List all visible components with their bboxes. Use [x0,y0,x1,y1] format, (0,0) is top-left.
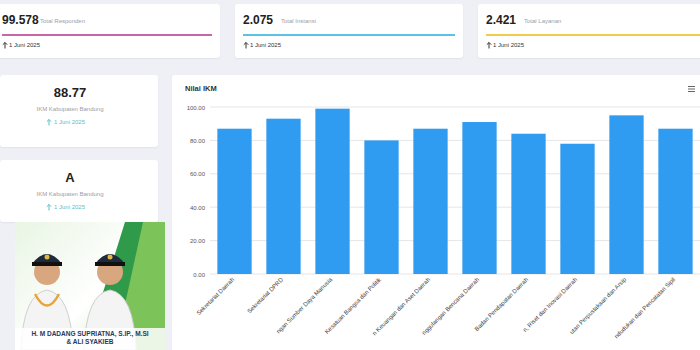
banner-name: & ALI SYAKIEB [67,338,114,345]
ikm-label: IKM Kabupaten Bandung [0,191,140,197]
cap-badge [108,255,113,260]
cap-band [95,262,125,266]
x-tick-label: Kesatuan Bangsa dan Politik [324,276,383,335]
stat-date: 1 Juni 2025 [250,42,281,48]
cap-band [32,262,62,266]
y-tick-label: 60.00 [190,171,206,177]
chart-panel: Nilai IKM 0.00 20.00 40.00 60.00 80.00 100.00 S… [172,75,700,350]
bar [413,129,447,274]
banner: H. M DADANG SUPRIATNA, S.IP., M.SI& ALI … [15,222,165,350]
y-tick-label: 100.00 [187,105,206,111]
name-strip [15,328,165,350]
stat-label: Total Instansi [281,18,316,24]
chain [35,294,59,306]
stat-label: Total Responden [40,18,85,24]
x-tick-label: nggulangan Bencana Daerah [421,276,480,335]
x-tick-label: Sekretariat Daerah [195,276,235,316]
bars [217,109,692,274]
arrow-icon [46,119,52,126]
ikm-label: IKM Kabupaten Bandung [0,106,140,112]
y-tick-label: 40.00 [190,205,206,211]
cap-badge [45,255,50,260]
x-tick-label: utan Perpustakaan dan Arsip [568,276,627,335]
bar [658,129,692,274]
stat-line [243,34,455,36]
ikm-value: A [0,170,140,185]
ikm-value: 88.77 [0,85,140,100]
stat-date: 1 Juni 2025 [9,42,40,48]
stat-date: 1 Juni 2025 [493,42,524,48]
banner-art: H. M DADANG SUPRIATNA, S.IP., M.SI& ALI … [15,222,165,350]
arrow-shape [487,43,491,49]
arrow-shape [244,43,248,49]
banner-name: H. M DADANG SUPRIATNA, S.IP., M.SI [31,330,148,338]
grid-line [210,107,700,108]
x-tick-label: ngan Sumber Daya Manusia [275,276,333,334]
stat-value: 2.421 [486,13,516,27]
stat-value: 2.075 [243,13,273,27]
ikm-date: 1 Juni 2025 [54,204,85,210]
y-tick-label: 0.00 [193,272,205,278]
arrow-icon [2,42,8,49]
stat-card: 2.421 Total Layanan 1 Juni 2025 [478,4,700,58]
menu-icon [688,89,695,90]
ikm-date: 1 Juni 2025 [54,119,85,125]
bar [609,115,643,274]
bar [462,122,496,274]
x-tick-label: n Keuangan dan Aset Daerah [371,276,431,336]
stat-value: 99.578 [2,13,39,27]
stat-line [2,34,212,36]
bar [560,144,594,274]
arrow-icon [486,42,492,49]
menu-icon [688,86,695,87]
bar [315,109,349,274]
stat-label: Total Layanan [524,18,561,24]
bar [217,129,251,274]
x-tick-label: Sekretariat DPRD [246,276,284,314]
y-tick-label: 20.00 [190,238,206,244]
x-tick-label: Badan Pendapatan Daerah [474,276,530,332]
bar [266,119,300,274]
stat-card: 99.578Total Responden 1 Juni 2025 [0,4,220,58]
arrow-icon [46,204,52,211]
arrow-shape [47,205,51,211]
x-tick-label: n, Riset dan Inovasi Daerah [522,276,579,333]
ikm-card: 88.77 IKM Kabupaten Bandung 1 Juni 2025 [0,75,158,147]
menu-icon [688,91,695,92]
x-tick-label: ndudukan dan Pencatatan Sipil [613,276,676,339]
chart-title: Nilai IKM [185,84,217,93]
bar [511,134,545,274]
arrow-shape [47,120,51,126]
y-tick-label: 80.00 [190,138,206,144]
arrow-icon [243,42,249,49]
chart: Nilai IKM 0.00 20.00 40.00 60.00 80.00 100.00 S… [172,75,700,350]
arrow-shape [3,43,7,49]
stat-card: 2.075 Total Instansi 1 Juni 2025 [235,4,463,58]
ikm-card: A IKM Kabupaten Bandung 1 Juni 2025 [0,160,158,222]
bar [364,140,398,274]
stat-line [486,34,700,36]
